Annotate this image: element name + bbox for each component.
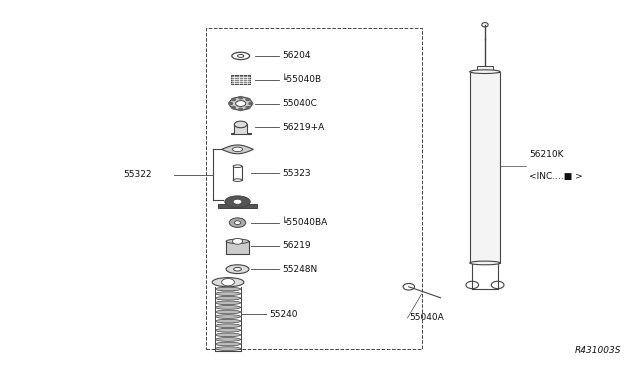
Ellipse shape bbox=[226, 265, 249, 273]
Ellipse shape bbox=[215, 292, 241, 295]
Bar bbox=[226, 241, 249, 254]
Circle shape bbox=[232, 98, 236, 100]
Text: 56219+A: 56219+A bbox=[282, 123, 324, 132]
Bar bbox=[233, 166, 242, 180]
Text: 55040A: 55040A bbox=[409, 314, 444, 323]
Text: 55248N: 55248N bbox=[282, 265, 317, 274]
Ellipse shape bbox=[225, 196, 250, 208]
Circle shape bbox=[246, 107, 250, 109]
Polygon shape bbox=[230, 125, 251, 134]
Polygon shape bbox=[221, 145, 253, 154]
Text: R431003S: R431003S bbox=[575, 346, 621, 355]
Bar bbox=[470, 72, 500, 263]
Text: <INC....■ >: <INC....■ > bbox=[529, 172, 583, 181]
Ellipse shape bbox=[215, 342, 241, 346]
Text: 56210K: 56210K bbox=[529, 150, 564, 159]
Text: ╘55040BA: ╘55040BA bbox=[282, 218, 328, 227]
Circle shape bbox=[239, 97, 243, 99]
Text: 55240: 55240 bbox=[269, 310, 298, 319]
Ellipse shape bbox=[215, 296, 241, 300]
Ellipse shape bbox=[233, 165, 242, 167]
Ellipse shape bbox=[215, 328, 241, 332]
Text: ╘55040B: ╘55040B bbox=[282, 75, 322, 84]
Ellipse shape bbox=[215, 338, 241, 341]
Ellipse shape bbox=[470, 261, 500, 265]
Circle shape bbox=[232, 107, 236, 109]
Circle shape bbox=[228, 102, 232, 105]
Ellipse shape bbox=[234, 267, 241, 271]
Ellipse shape bbox=[215, 287, 241, 291]
Circle shape bbox=[234, 221, 241, 224]
Text: 55322: 55322 bbox=[124, 170, 152, 179]
Ellipse shape bbox=[234, 121, 247, 128]
Bar bbox=[218, 204, 257, 208]
Text: 56204: 56204 bbox=[282, 51, 310, 60]
Ellipse shape bbox=[212, 278, 244, 287]
Text: 55040C: 55040C bbox=[282, 99, 317, 108]
Ellipse shape bbox=[226, 239, 249, 244]
Ellipse shape bbox=[215, 333, 241, 337]
Circle shape bbox=[229, 97, 252, 110]
Ellipse shape bbox=[470, 70, 500, 74]
Circle shape bbox=[249, 102, 253, 105]
Ellipse shape bbox=[232, 147, 243, 151]
Ellipse shape bbox=[215, 347, 241, 350]
Circle shape bbox=[229, 218, 246, 227]
Text: 55323: 55323 bbox=[282, 169, 310, 178]
Circle shape bbox=[232, 238, 243, 244]
Bar bbox=[477, 66, 493, 72]
Ellipse shape bbox=[215, 324, 241, 327]
Circle shape bbox=[246, 98, 250, 100]
Circle shape bbox=[221, 279, 234, 286]
Ellipse shape bbox=[233, 179, 242, 182]
Circle shape bbox=[233, 199, 242, 204]
Circle shape bbox=[236, 100, 246, 106]
Text: 56219: 56219 bbox=[282, 241, 310, 250]
Bar bbox=[231, 75, 250, 84]
Ellipse shape bbox=[215, 305, 241, 309]
Ellipse shape bbox=[215, 319, 241, 323]
Ellipse shape bbox=[215, 315, 241, 318]
Circle shape bbox=[239, 108, 243, 110]
Ellipse shape bbox=[215, 301, 241, 305]
Ellipse shape bbox=[215, 310, 241, 314]
